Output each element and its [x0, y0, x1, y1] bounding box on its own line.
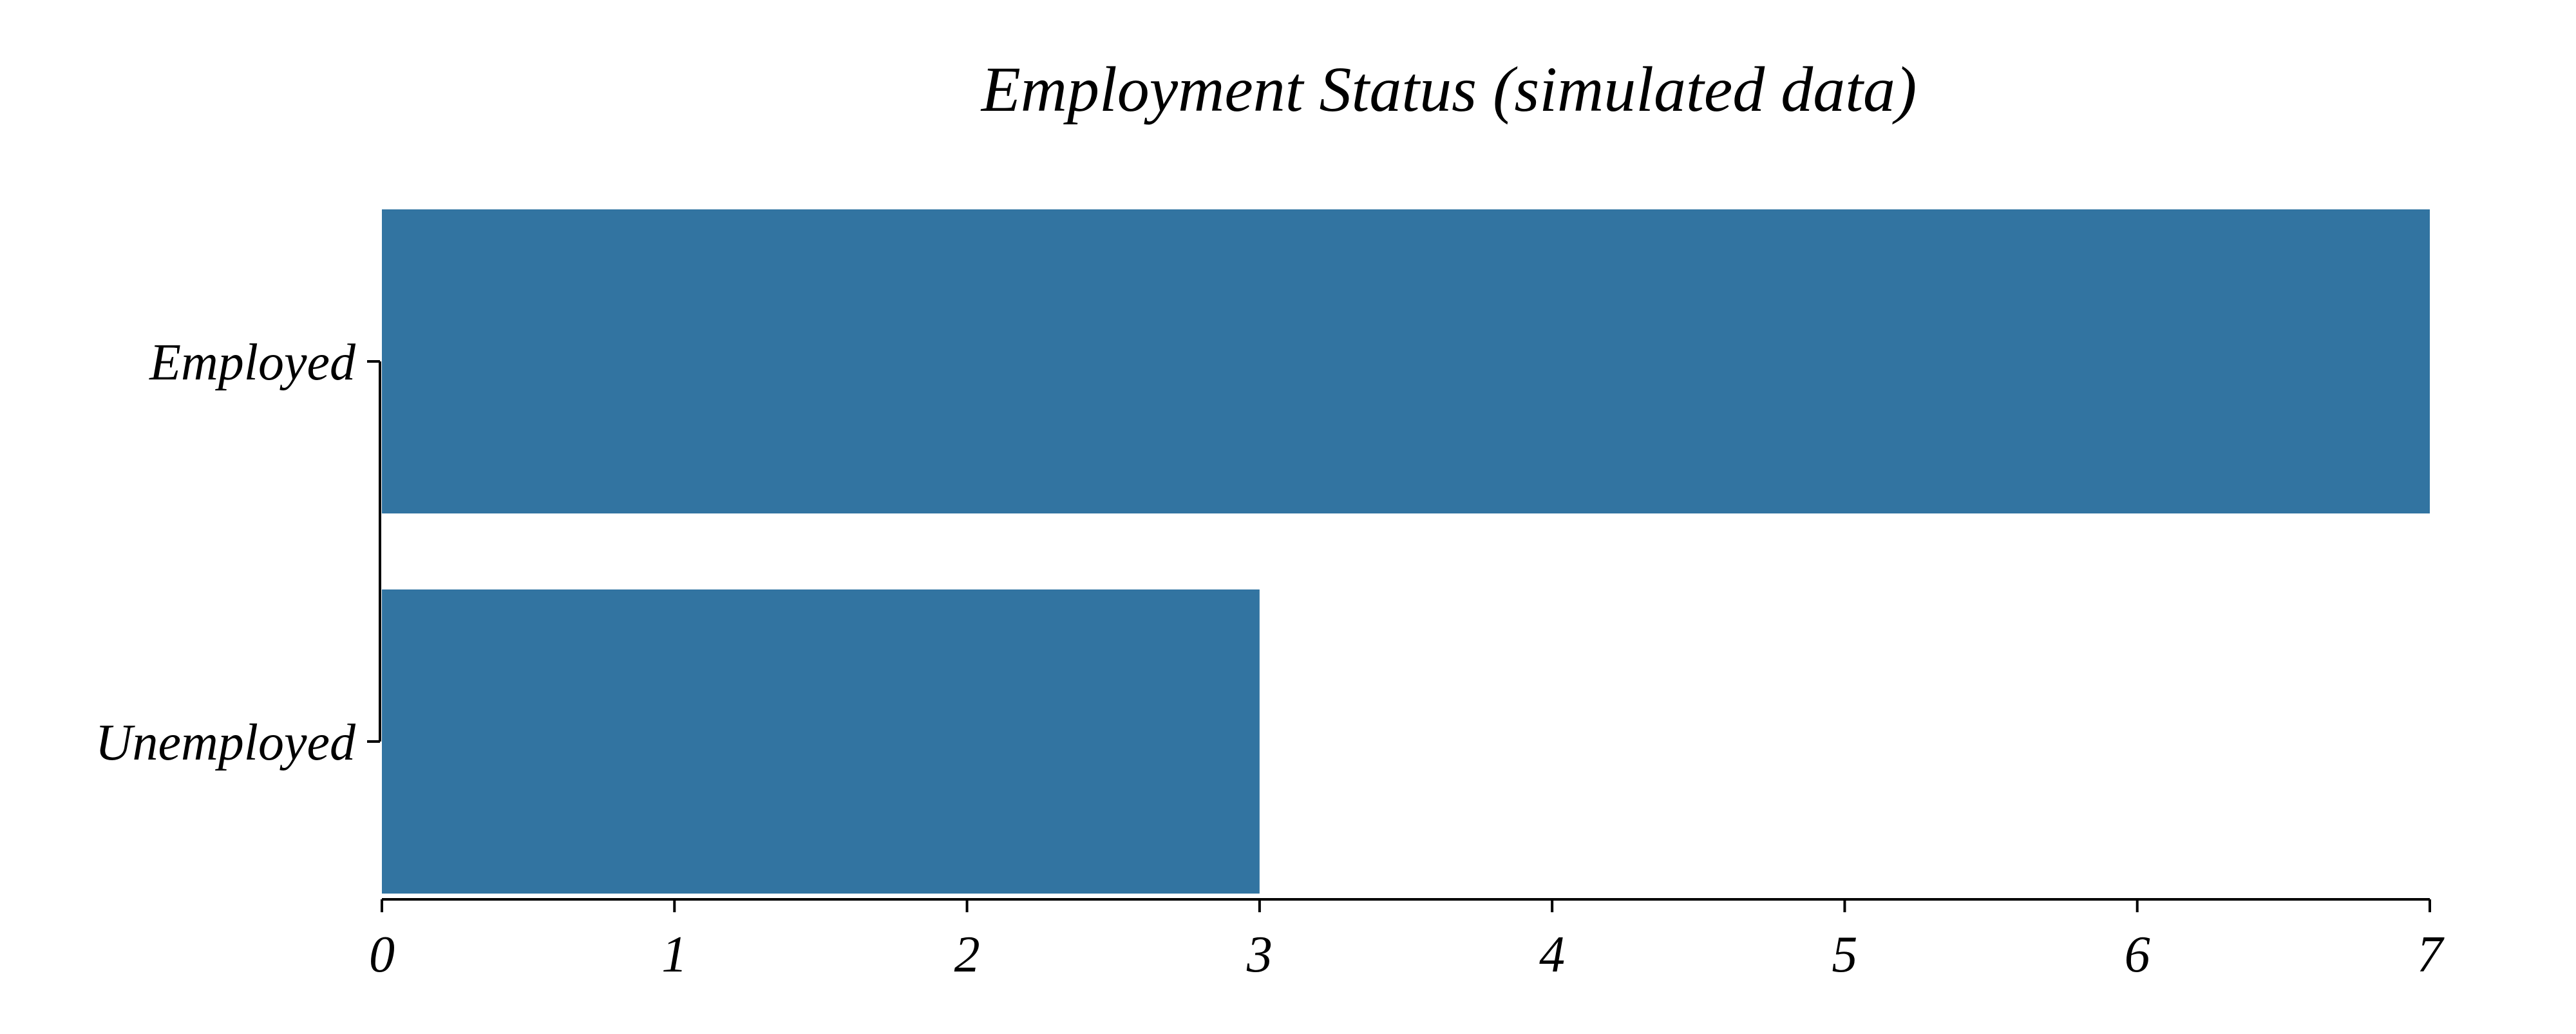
- x-tick-label-3: 3: [1246, 926, 1273, 983]
- x-tick-label-0: 0: [369, 926, 395, 983]
- bars-layer: [382, 209, 2430, 894]
- y-axis: Employed Unemployed: [95, 334, 381, 771]
- x-tick-label-2: 2: [954, 926, 980, 983]
- x-tick-label-1: 1: [661, 926, 687, 983]
- bar-unemployed: [382, 589, 1260, 894]
- x-tick-label-6: 6: [2125, 926, 2150, 983]
- y-tick-label-employed: Employed: [149, 334, 356, 391]
- x-axis: 0 1 2 3 4 5 6 7: [369, 898, 2445, 983]
- chart-title: Employment Status (simulated data): [980, 53, 1917, 125]
- x-tick-label-4: 4: [1539, 926, 1565, 983]
- x-tick-label-7: 7: [2417, 926, 2445, 983]
- x-tick-label-5: 5: [1832, 926, 1857, 983]
- bar-employed: [382, 209, 2430, 513]
- y-tick-label-unemployed: Unemployed: [95, 714, 356, 771]
